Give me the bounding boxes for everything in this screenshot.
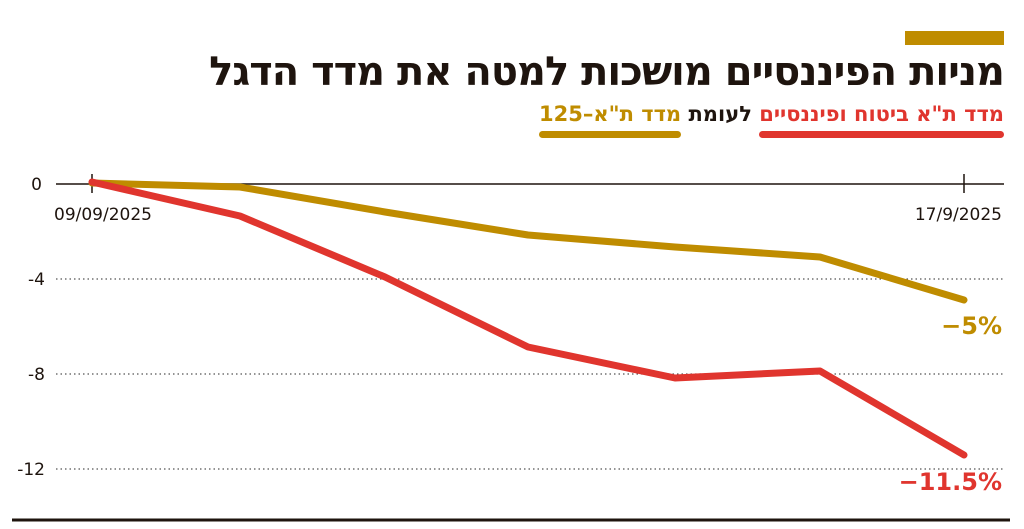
legend-financials: מדד ת"א ביטוח ופיננסיים bbox=[759, 100, 1004, 138]
series-financials-line bbox=[88, 178, 968, 459]
financials-end-label: −11.5% bbox=[899, 468, 1002, 496]
series-ta125-line bbox=[88, 179, 968, 304]
y-tick-minus12: -12 bbox=[17, 460, 45, 480]
accent-bar bbox=[905, 31, 1004, 45]
legend-ta125-label: מדד ת"א–125 bbox=[539, 102, 682, 126]
legend-ta125-underline bbox=[539, 131, 682, 138]
y-tick-minus8: -8 bbox=[28, 365, 45, 385]
chart-title: מניות הפיננסיים מושכות למטה את מדד הדגל bbox=[209, 49, 1005, 95]
gridlines bbox=[56, 278, 1004, 470]
chart-subtitle: מדד ת"א ביטוח ופיננסיים לעומת מדד ת"א–12… bbox=[539, 100, 1004, 138]
y-tick-0: 0 bbox=[31, 175, 42, 195]
legend-ta125: מדד ת"א–125 bbox=[539, 100, 682, 138]
ta125-end-label: −5% bbox=[941, 312, 1002, 340]
x-label-start: 09/09/2025 bbox=[54, 205, 152, 225]
legend-financials-label: מדד ת"א ביטוח ופיננסיים bbox=[759, 102, 1004, 126]
y-tick-minus4: -4 bbox=[28, 270, 45, 290]
x-label-end: 17/9/2025 bbox=[915, 205, 1002, 225]
legend-versus-label: לעומת bbox=[681, 102, 760, 126]
legend-financials-underline bbox=[759, 131, 1004, 138]
